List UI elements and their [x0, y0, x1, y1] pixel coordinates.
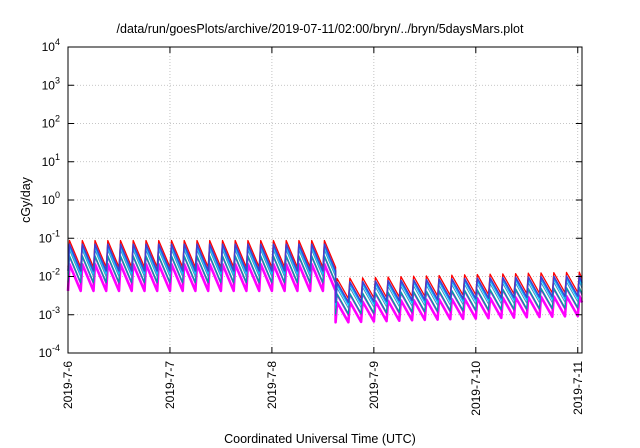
x-tick-label: 2019-7-11: [571, 361, 585, 415]
x-axis-label: Coordinated Universal Time (UTC): [224, 432, 416, 446]
y-axis-label: cGy/day: [19, 176, 33, 223]
x-tick-label: 2019-7-10: [469, 361, 483, 416]
series-group: [66, 239, 584, 324]
series-line-7: [67, 243, 583, 304]
x-tick-label: 2019-7-7: [163, 361, 177, 409]
x-tick-label: 2019-7-6: [61, 361, 75, 409]
x-axis: 2019-7-6 2019-7-7 2019-7-8 2019-7-9 2019-7-1…: [61, 47, 585, 416]
x-tick-label: 2019-7-8: [265, 361, 279, 409]
x-tick-label: 2019-7-9: [367, 361, 381, 409]
chart-title: /data/run/goesPlots/archive/2019-07-11/0…: [117, 22, 524, 36]
